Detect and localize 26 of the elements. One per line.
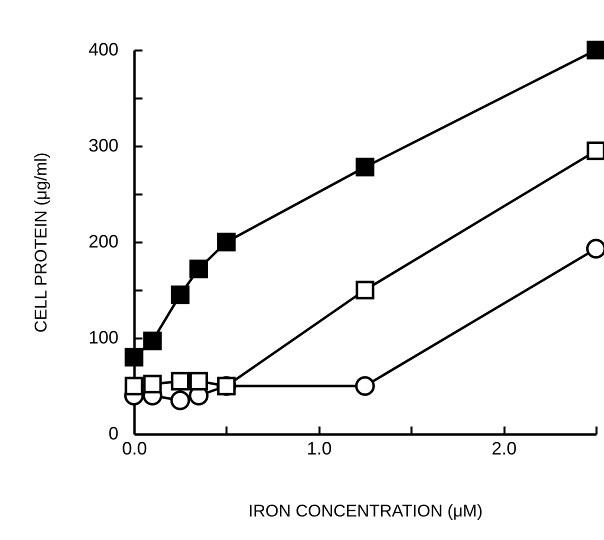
point xyxy=(586,40,604,60)
point xyxy=(217,232,236,252)
point xyxy=(143,374,162,394)
point xyxy=(586,141,604,160)
point xyxy=(356,280,374,300)
point xyxy=(170,285,190,304)
point xyxy=(189,372,208,391)
point xyxy=(170,390,190,410)
point xyxy=(143,332,162,350)
y-tick-label: 400 xyxy=(88,40,118,60)
x-axis-title: IRON CONCENTRATION (μM) xyxy=(248,502,483,520)
x-tick-label: 0.0 xyxy=(122,438,148,458)
y-tick-label: 300 xyxy=(88,136,118,156)
point xyxy=(356,158,374,176)
y-tick-label: 0 xyxy=(108,424,118,444)
y-tick-label: 200 xyxy=(88,232,118,252)
x-tick-label: 1.0 xyxy=(306,438,332,458)
point xyxy=(170,372,190,391)
y-tick-label: 100 xyxy=(88,328,118,348)
point xyxy=(189,260,208,278)
point xyxy=(124,348,144,367)
point xyxy=(355,376,375,396)
y-axis-title: CELL PROTEIN (μg/ml) xyxy=(31,152,50,333)
x-tick-label: 2.0 xyxy=(492,438,517,458)
point xyxy=(217,376,236,396)
point xyxy=(124,376,144,396)
